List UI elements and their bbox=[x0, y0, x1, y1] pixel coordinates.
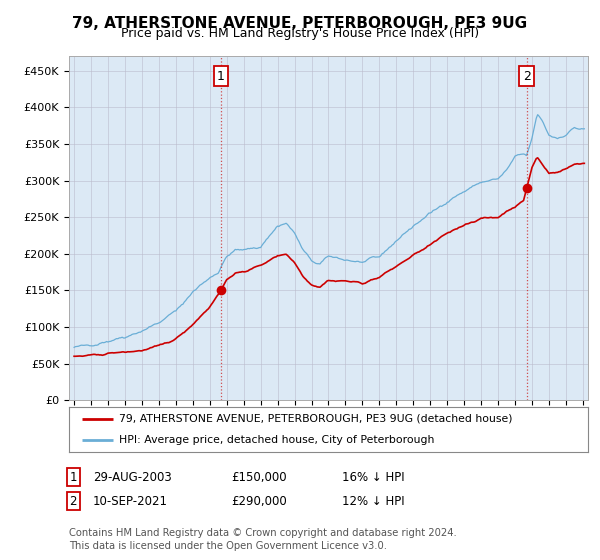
Text: 29-AUG-2003: 29-AUG-2003 bbox=[93, 470, 172, 484]
Text: Contains HM Land Registry data © Crown copyright and database right 2024.
This d: Contains HM Land Registry data © Crown c… bbox=[69, 528, 457, 550]
Text: £290,000: £290,000 bbox=[231, 494, 287, 508]
Text: 16% ↓ HPI: 16% ↓ HPI bbox=[342, 470, 404, 484]
Text: HPI: Average price, detached house, City of Peterborough: HPI: Average price, detached house, City… bbox=[119, 435, 435, 445]
Text: 1: 1 bbox=[217, 70, 225, 83]
Text: 2: 2 bbox=[523, 70, 531, 83]
Text: £150,000: £150,000 bbox=[231, 470, 287, 484]
Text: Price paid vs. HM Land Registry's House Price Index (HPI): Price paid vs. HM Land Registry's House … bbox=[121, 27, 479, 40]
Text: 2: 2 bbox=[70, 494, 77, 508]
Text: 79, ATHERSTONE AVENUE, PETERBOROUGH, PE3 9UG (detached house): 79, ATHERSTONE AVENUE, PETERBOROUGH, PE3… bbox=[119, 414, 513, 424]
Text: 12% ↓ HPI: 12% ↓ HPI bbox=[342, 494, 404, 508]
Text: 10-SEP-2021: 10-SEP-2021 bbox=[93, 494, 168, 508]
Text: 79, ATHERSTONE AVENUE, PETERBOROUGH, PE3 9UG: 79, ATHERSTONE AVENUE, PETERBOROUGH, PE3… bbox=[73, 16, 527, 31]
Text: 1: 1 bbox=[70, 470, 77, 484]
